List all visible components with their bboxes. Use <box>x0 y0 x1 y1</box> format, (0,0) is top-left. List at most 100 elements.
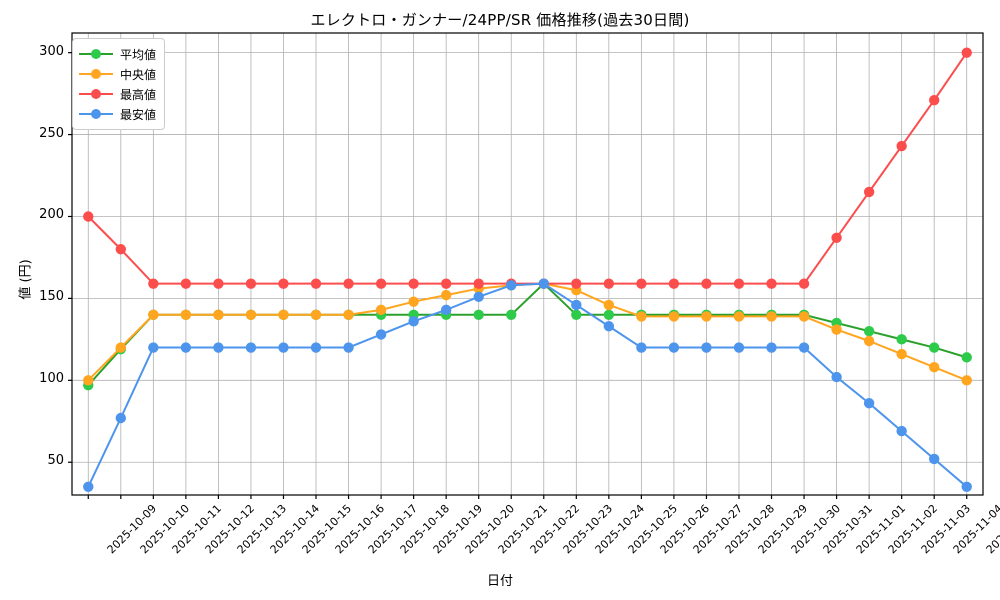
data-point <box>408 296 419 307</box>
data-point <box>701 278 712 289</box>
data-point <box>506 309 517 320</box>
data-point <box>863 335 875 347</box>
y-tick-label: 200 <box>39 207 64 223</box>
data-point <box>375 329 387 340</box>
data-point <box>245 278 257 289</box>
data-point <box>473 278 484 289</box>
y-tick-label: 100 <box>39 371 64 387</box>
gridlines <box>72 33 983 495</box>
legend-item-3[interactable]: 最高値 <box>79 84 156 104</box>
data-point <box>245 342 257 353</box>
data-point <box>83 211 94 222</box>
data-point <box>603 309 615 320</box>
legend-item-2[interactable]: 中央値 <box>79 64 156 84</box>
data-point <box>83 375 94 386</box>
data-point <box>278 278 289 289</box>
legend-swatch-icon <box>79 67 113 81</box>
legend-label: 最安値 <box>120 107 157 122</box>
x-axis-label: 日付 <box>486 574 513 589</box>
data-point <box>636 311 647 322</box>
y-tick-label: 300 <box>39 43 64 59</box>
data-point <box>766 342 777 353</box>
legend-item-4[interactable]: 最安値 <box>79 104 156 124</box>
data-point <box>148 309 159 320</box>
series-line <box>87 282 968 488</box>
data-point <box>213 342 224 353</box>
axes-frame <box>71 32 984 496</box>
legend-swatch-icon <box>79 47 113 61</box>
data-point <box>961 375 972 386</box>
data-point <box>896 140 907 152</box>
legend-item-1[interactable]: 平均値 <box>79 44 156 64</box>
data-point <box>310 309 322 320</box>
data-point <box>929 362 940 373</box>
data-point <box>701 311 712 322</box>
data-point <box>961 481 972 493</box>
data-point <box>896 334 907 345</box>
data-point <box>473 309 484 320</box>
data-point <box>343 309 354 320</box>
data-point <box>766 311 777 322</box>
data-point <box>668 278 680 289</box>
data-point <box>733 342 745 353</box>
legend-label: 最高値 <box>120 87 157 102</box>
data-point <box>538 278 549 289</box>
y-tick-label: 50 <box>47 453 64 469</box>
data-point <box>831 324 842 335</box>
data-point <box>115 244 127 255</box>
data-point <box>831 371 842 383</box>
data-point <box>571 309 582 320</box>
data-point <box>733 311 745 322</box>
data-point <box>310 278 322 289</box>
data-point <box>83 481 94 493</box>
data-point <box>636 278 647 289</box>
data-point <box>961 47 972 58</box>
data-point <box>115 342 127 353</box>
data-point <box>733 278 745 289</box>
data-point <box>408 278 419 289</box>
data-point <box>668 342 680 353</box>
legend-label: 平均値 <box>120 47 157 62</box>
data-point <box>668 311 680 322</box>
data-point <box>473 291 484 302</box>
y-tick-label: 150 <box>39 289 64 305</box>
data-point <box>929 342 940 353</box>
data-point <box>310 342 322 353</box>
data-point <box>148 342 159 353</box>
data-point <box>375 278 387 289</box>
data-point <box>798 342 810 353</box>
data-point <box>180 309 192 320</box>
data-point <box>506 280 517 291</box>
y-tick-label: 250 <box>39 125 64 141</box>
data-point <box>245 309 257 320</box>
tick-marks <box>68 52 968 499</box>
y-axis-label: 値 (円) <box>18 259 34 300</box>
data-point <box>766 278 777 289</box>
data-point <box>701 342 712 353</box>
legend-swatch-icon <box>79 107 113 121</box>
chart-title: エレクトロ・ガンナー/24PP/SR 価格推移(過去30日間) <box>310 11 690 29</box>
data-point <box>603 299 615 311</box>
data-point <box>636 342 647 353</box>
legend-swatch-icon <box>79 87 113 101</box>
data-point <box>180 278 192 289</box>
data-point <box>929 94 940 106</box>
data-point <box>375 304 387 316</box>
data-point <box>798 311 810 322</box>
data-point <box>603 321 615 332</box>
data-point <box>863 186 875 198</box>
legend-label: 中央値 <box>120 67 157 82</box>
data-point <box>440 278 452 289</box>
data-point <box>929 453 940 465</box>
data-point <box>180 342 192 353</box>
data-point <box>213 309 224 320</box>
data-point <box>115 412 127 424</box>
data-point <box>896 425 907 437</box>
data-point <box>278 342 289 353</box>
data-point <box>148 278 159 289</box>
data-point <box>603 278 615 289</box>
data-point <box>961 352 972 363</box>
data-point <box>571 278 582 289</box>
data-point <box>863 398 875 409</box>
